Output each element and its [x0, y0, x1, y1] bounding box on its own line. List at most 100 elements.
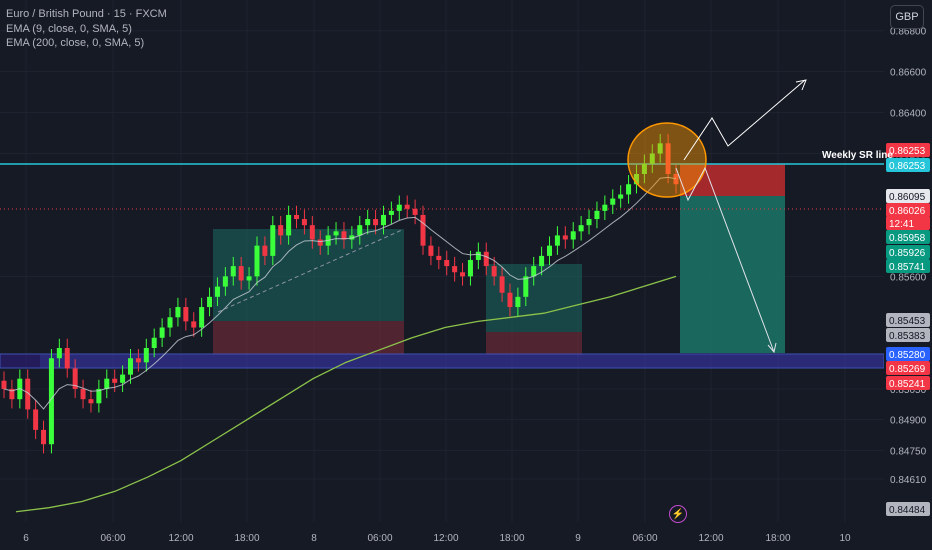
x-tick-label: 12:00 [433, 533, 458, 544]
candle-body [214, 286, 220, 297]
x-tick-label: 12:00 [698, 533, 723, 544]
candle-body [641, 163, 647, 174]
currency-button[interactable]: GBP [890, 5, 924, 29]
annotations [217, 79, 807, 354]
candle-body [665, 143, 671, 174]
candle-body [64, 348, 70, 369]
candle-body [420, 214, 426, 246]
symbol-title[interactable]: Euro / British Pound · 15 · FXCM [6, 8, 167, 20]
ema200-line [15, 275, 677, 513]
y-tick-label: 0.86600 [890, 68, 927, 79]
candle-body [460, 272, 466, 277]
price-label-bg [886, 245, 930, 259]
candle-body [428, 245, 434, 256]
candle-body [333, 231, 339, 236]
candle-body [515, 296, 521, 308]
candle-body [167, 317, 173, 328]
candle-body [9, 388, 15, 400]
stop-zone-2 [486, 332, 582, 355]
short-target-zone [680, 196, 785, 353]
highlight-circle [627, 122, 707, 198]
ema9-line [3, 176, 677, 410]
stop-zone-1 [213, 321, 404, 355]
x-tick-label: 06:00 [367, 533, 392, 544]
price-label: 0.84484 [889, 505, 926, 516]
candle-body [491, 266, 497, 277]
candle-body [270, 225, 276, 256]
candle-body [309, 225, 315, 240]
support-zone-fill [40, 354, 884, 368]
short-stop-zone [680, 164, 785, 196]
candle-body [301, 219, 307, 226]
price-label: 12:41 [889, 219, 914, 230]
candles [1, 134, 679, 454]
candle-body [444, 259, 450, 267]
candle-body [547, 245, 553, 256]
price-label: 0.86253 [889, 161, 926, 172]
weekly-sr-label: Weekly SR line [822, 150, 893, 161]
price-label: 0.85269 [889, 364, 926, 375]
candle-body [238, 266, 244, 281]
candle-body [388, 210, 394, 215]
y-tick-label: 0.86400 [890, 109, 927, 120]
bolt-icon[interactable]: ⚡ [669, 505, 687, 523]
candle-body [191, 321, 197, 328]
candle-body [278, 225, 284, 236]
candle-body [286, 214, 292, 236]
price-label: 0.85741 [889, 262, 926, 273]
price-label-bg [886, 189, 930, 203]
candle-body [475, 251, 481, 260]
candle-body [578, 225, 584, 232]
candle-body [562, 235, 568, 240]
candle-body [626, 184, 632, 195]
candle-body [88, 399, 94, 404]
price-label-bg [886, 216, 930, 230]
candle-body [618, 194, 624, 199]
price-label: 0.85383 [889, 331, 926, 342]
y-tick-label: 0.84900 [890, 416, 927, 427]
candle-body [380, 214, 386, 226]
zones [0, 163, 885, 369]
y-tick-label: 0.84610 [890, 475, 927, 486]
target-arrowhead [767, 342, 777, 354]
candle-body [135, 358, 141, 363]
grid [0, 0, 884, 522]
candle-body [230, 266, 236, 277]
candle-body [127, 358, 133, 375]
candle-body [48, 358, 54, 445]
price-label: 0.86095 [889, 192, 926, 203]
price-label: 0.85280 [889, 350, 926, 361]
candle-body [412, 208, 418, 215]
candle-body [262, 245, 268, 256]
candle-body [25, 378, 31, 410]
price-label: 0.85241 [889, 379, 926, 390]
candle-body [72, 368, 78, 389]
x-axis: 6 06:00 12:00 18:00 8 06:00 12:00 18:00 9 06:00 12… [0, 522, 932, 550]
price-label: 0.85926 [889, 248, 926, 259]
ema200-line [15, 275, 677, 513]
ema9-legend[interactable]: EMA (9, close, 0, SMA, 5) [6, 22, 132, 35]
price-label-bg [886, 376, 930, 390]
candle-body [570, 231, 576, 240]
price-label-bg [886, 347, 930, 361]
candle-body [207, 296, 213, 308]
candle-body [104, 378, 110, 389]
ema200-legend[interactable]: EMA (200, close, 0, SMA, 5) [6, 37, 145, 49]
candle-body [436, 255, 442, 260]
candle-body [594, 210, 600, 220]
candle-body [159, 327, 165, 338]
x-tick-label: 06:00 [100, 533, 125, 544]
x-tick-label: 8 [311, 533, 317, 544]
candle-body [143, 348, 149, 363]
candle-body [175, 307, 181, 318]
x-tick-label: 10 [839, 533, 851, 544]
candle-body [404, 204, 410, 209]
price-label: 0.85958 [889, 233, 926, 244]
price-label-bg [886, 502, 930, 516]
candle-body [657, 143, 663, 154]
candle-body [523, 276, 529, 297]
price-label-bg [886, 143, 930, 157]
legend: Euro / British Pound · 15 · FXCM EMA (9,… [6, 7, 167, 51]
